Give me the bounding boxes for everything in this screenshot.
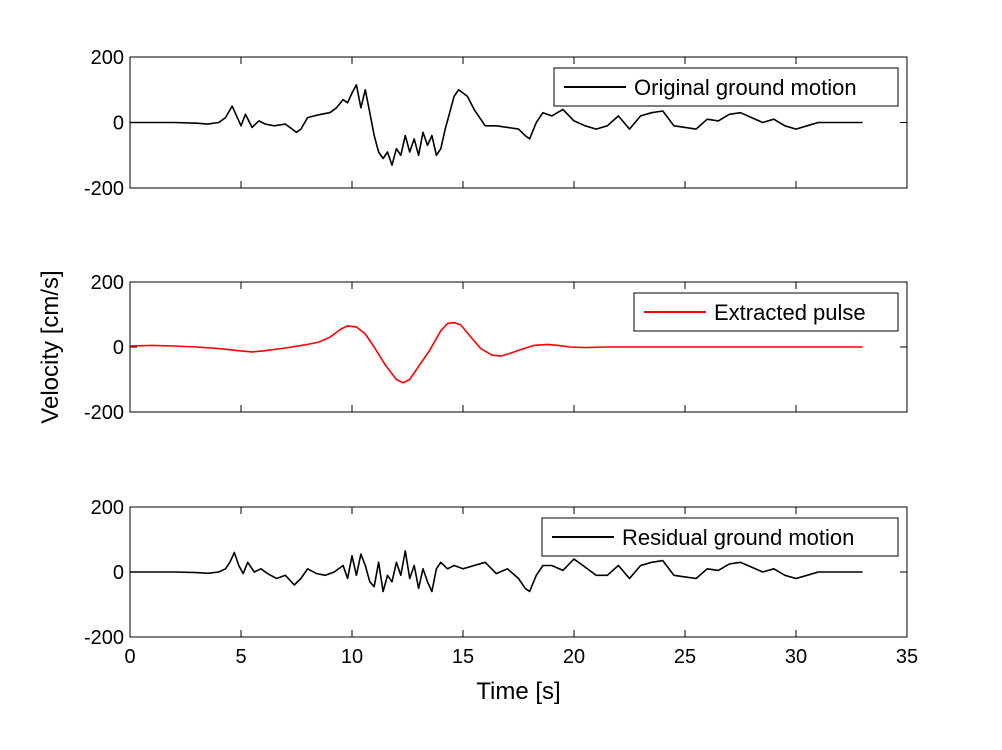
x-tick-label: 15 (452, 646, 474, 668)
series-line-pulse (129, 321, 863, 384)
y-tick-label: -200 (84, 178, 124, 200)
x-tick-label: 20 (563, 646, 585, 668)
legend-label: Original ground motion (634, 75, 857, 100)
y-tick-label: 0 (113, 113, 124, 135)
series-line-residual (130, 550, 863, 593)
x-tick-label: 25 (674, 646, 696, 668)
y-tick-label: -200 (84, 402, 124, 424)
x-tick-label: 35 (896, 646, 918, 668)
y-tick-label: 0 (113, 337, 124, 359)
y-tick-label: 200 (91, 272, 124, 294)
y-tick-label: -200 (84, 627, 124, 649)
panel-pulse: -200 0 200 Extracted pulse Velocity [cm/s] (37, 270, 908, 424)
x-axis-label: Time [s] (476, 678, 560, 705)
x-tick-label: 5 (235, 646, 246, 668)
y-axis-label: Velocity [cm/s] (37, 270, 64, 423)
legend-label: Extracted pulse (714, 300, 866, 325)
x-tick-label: 10 (341, 646, 363, 668)
series-line-original (130, 84, 863, 166)
x-tick-label: 0 (124, 646, 135, 668)
y-tick-label: 200 (91, 47, 124, 69)
y-tick-label: 200 (91, 497, 124, 519)
panel-original: -200 0 200 Original ground motion (84, 47, 908, 200)
y-tick-label: 0 (113, 562, 124, 584)
x-tick-label: 30 (785, 646, 807, 668)
legend-label: Residual ground motion (622, 525, 854, 550)
